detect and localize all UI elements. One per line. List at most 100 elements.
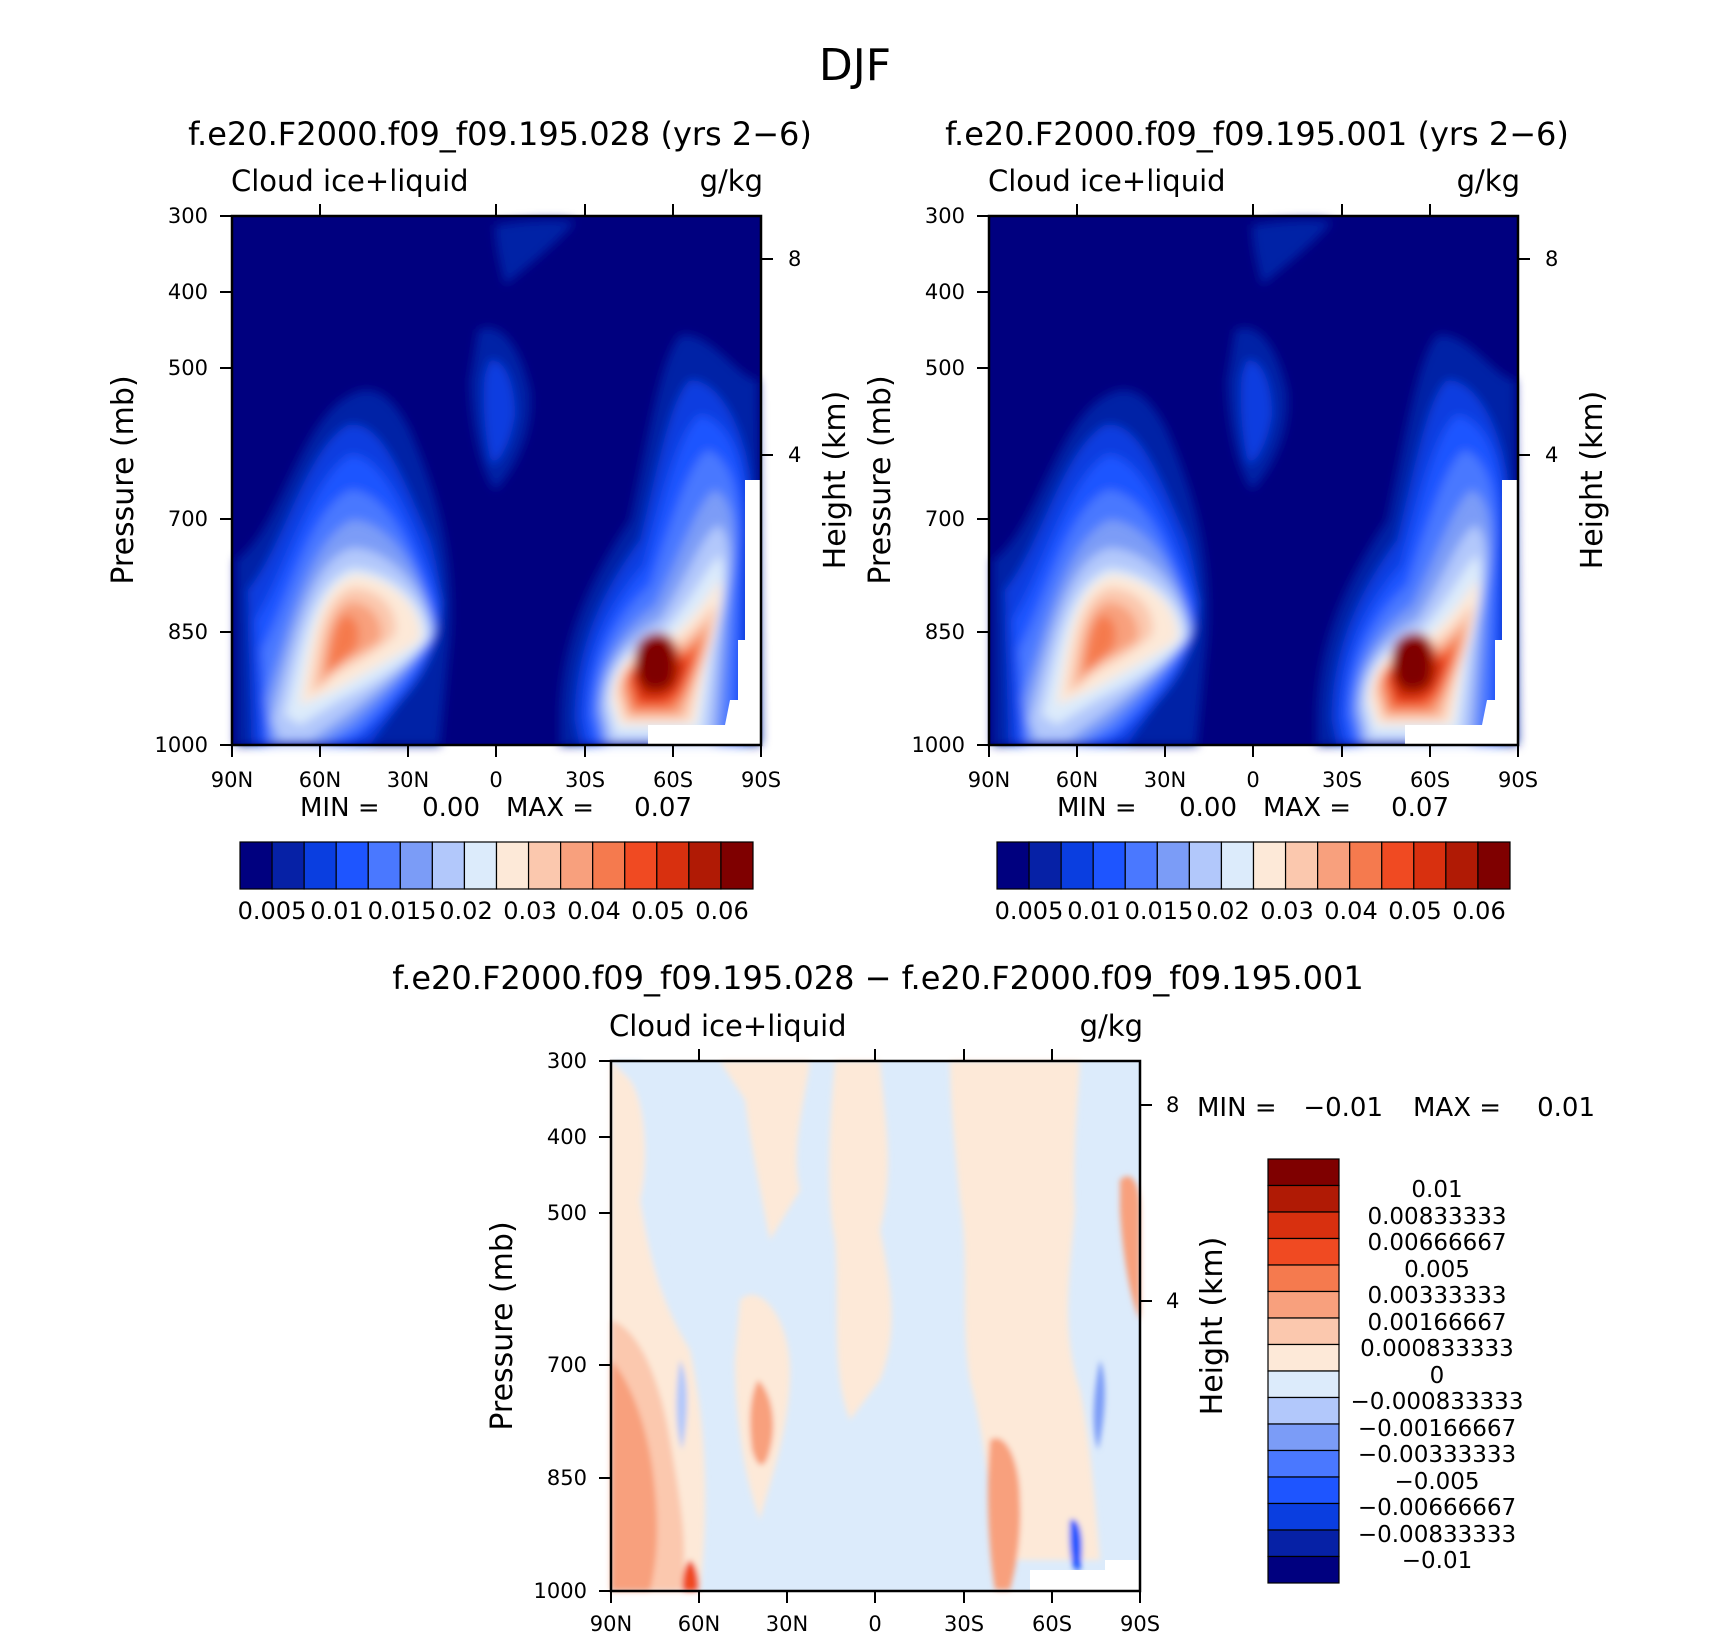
panel-3-rlabel-4: 4: [1166, 1289, 1179, 1313]
colorbar-swatch: [527, 841, 562, 890]
panel-3-xlabel-0: 0: [868, 1612, 881, 1636]
panel-1-ylabel-500: 500: [168, 356, 208, 380]
colorbar-swatch: [1124, 841, 1158, 890]
colorbar-swatch: [656, 841, 690, 890]
panel-2-colorbar-label: 0.05: [1388, 897, 1441, 925]
panel-3-plot-area: [609, 1059, 1142, 1593]
colorbar-swatch: [688, 841, 722, 890]
colorbar-swatch: [1220, 841, 1255, 890]
panel-2-xlabel-30s: 30S: [1322, 768, 1362, 792]
panel-3-colorbar-label: −0.00166667: [1358, 1416, 1516, 1442]
panel-3-y-axis-title: Pressure (mb): [485, 1221, 520, 1430]
colorbar-swatch: [1267, 1211, 1340, 1240]
panel-1-missing-region: [648, 480, 761, 745]
panel-3-colorbar-label: −0.005: [1394, 1469, 1479, 1495]
colorbar-swatch: [720, 841, 754, 890]
panel-2-rlabel-4: 4: [1545, 443, 1558, 467]
panel-3-colorbar-label: −0.00666667: [1358, 1495, 1516, 1521]
panel-2-xlabel-90n: 90N: [968, 768, 1010, 792]
panel-2-plot-area: [987, 214, 1520, 747]
panel-1-units: g/kg: [700, 164, 763, 198]
panel-1-xlabel-90s: 90S: [741, 768, 781, 792]
colorbar-swatch: [1381, 841, 1415, 890]
panel-3-colorbar-label: 0.00333333: [1367, 1283, 1506, 1309]
panel-1-max-value: 0.07: [634, 793, 692, 823]
panel-1-y-axis-title: Pressure (mb): [106, 375, 141, 584]
panel-3-ylabel-300: 300: [547, 1049, 587, 1073]
colorbar-swatch: [1267, 1502, 1340, 1531]
panel-1-ylabel-700: 700: [168, 507, 208, 531]
colorbar-swatch: [1267, 1423, 1340, 1452]
panel-3-colorbar-label: −0.00833333: [1358, 1522, 1516, 1548]
panel-2-max-value: 0.07: [1391, 793, 1449, 823]
colorbar-swatch: [996, 841, 1030, 890]
panel-3-field: [611, 1061, 1140, 1591]
panel-2-ylabel-700: 700: [925, 507, 965, 531]
panel-2-ylabel-300: 300: [925, 204, 965, 228]
panel-2-xlabel-30n: 30N: [1144, 768, 1186, 792]
panel-1-variable: Cloud ice+liquid: [231, 164, 469, 198]
panel-2-xlabel-0: 0: [1246, 768, 1259, 792]
panel-1-min-value: 0.00: [422, 793, 480, 823]
colorbar-swatch: [399, 841, 433, 890]
panel-3-missing-region: [1030, 1560, 1140, 1591]
colorbar-swatch: [1267, 1476, 1340, 1505]
panel-3-ylabel-1000: 1000: [534, 1579, 587, 1603]
panel-3-units: g/kg: [1080, 1009, 1143, 1043]
panel-3-xlabel-30n: 30N: [766, 1612, 808, 1636]
colorbar-swatch: [1267, 1555, 1340, 1584]
panel-2-ylabel-500: 500: [925, 356, 965, 380]
colorbar-swatch: [1267, 1264, 1340, 1293]
panel-1-ylabel-850: 850: [168, 620, 208, 644]
panel-2-axes: [977, 204, 1530, 757]
colorbar-swatch: [1156, 841, 1190, 890]
panel-2-ylabel-850: 850: [925, 620, 965, 644]
colorbar-swatch: [1413, 841, 1447, 890]
panel-1-colorbar-label: 0.03: [503, 897, 556, 925]
panel-3-xlabel-30s: 30S: [944, 1612, 984, 1636]
colorbar-swatch: [1060, 841, 1094, 890]
panel-3-colorbar-label: 0.00666667: [1367, 1230, 1506, 1256]
panel-3-min-value: −0.01: [1303, 1093, 1383, 1123]
panel-2-colorbar-label: 0.06: [1452, 897, 1505, 925]
colorbar-swatch: [463, 841, 498, 890]
panel-1-rlabel-4: 4: [788, 443, 801, 467]
panel-1-ylabel-300: 300: [168, 204, 208, 228]
panel-3-ylabel-500: 500: [547, 1201, 587, 1225]
panel-2-xlabel-60s: 60S: [1410, 768, 1450, 792]
panel-1: f.e20.F2000.f09_f09.195.028 (yrs 2−6) Cl…: [106, 115, 853, 925]
panel-1-xlabel-90n: 90N: [211, 768, 253, 792]
panel-1-xlabel-30n: 30N: [387, 768, 429, 792]
colorbar-swatch: [239, 841, 273, 890]
panel-1-plot-area: [230, 214, 763, 747]
panel-1-colorbar-label: 0.06: [695, 897, 748, 925]
colorbar-swatch: [1267, 1290, 1340, 1319]
panel-3-max-value: 0.01: [1537, 1093, 1595, 1123]
colorbar-swatch: [1267, 1184, 1340, 1213]
panel-3-ylabel-400: 400: [547, 1125, 587, 1149]
panel-1-colorbar-label: 0.02: [439, 897, 492, 925]
panel-2-colorbar-label: 0.04: [1324, 897, 1377, 925]
panel-2-colorbar-label: 0.02: [1196, 897, 1249, 925]
panel-3-right-axis-title: Height (km): [1195, 1237, 1230, 1416]
panel-2-max-label: MAX =: [1263, 793, 1351, 823]
panel-2-colorbar-label: 0.03: [1260, 897, 1313, 925]
colorbar-swatch: [592, 841, 626, 890]
colorbar-swatch: [1267, 1370, 1340, 1399]
colorbar-swatch: [1092, 841, 1126, 890]
panel-1-title: f.e20.F2000.f09_f09.195.028 (yrs 2−6): [188, 115, 812, 153]
panel-3-colorbar: [1267, 1158, 1340, 1584]
colorbar-swatch: [1028, 841, 1062, 890]
panel-3-variable: Cloud ice+liquid: [609, 1009, 847, 1043]
panel-2-min-value: 0.00: [1179, 793, 1237, 823]
panel-3-axes: [599, 1049, 1152, 1603]
panel-1-colorbar-label: 0.05: [631, 897, 684, 925]
panel-3-ylabel-700: 700: [547, 1353, 587, 1377]
colorbar-swatch: [1267, 1317, 1340, 1346]
panel-3-xlabel-90s: 90S: [1120, 1612, 1160, 1636]
panel-3-ylabel-850: 850: [547, 1466, 587, 1490]
panel-2-rlabel-8: 8: [1545, 247, 1558, 271]
panel-3-rlabel-8: 8: [1166, 1093, 1179, 1117]
panel-3-colorbar-label: 0.00166667: [1367, 1310, 1506, 1336]
